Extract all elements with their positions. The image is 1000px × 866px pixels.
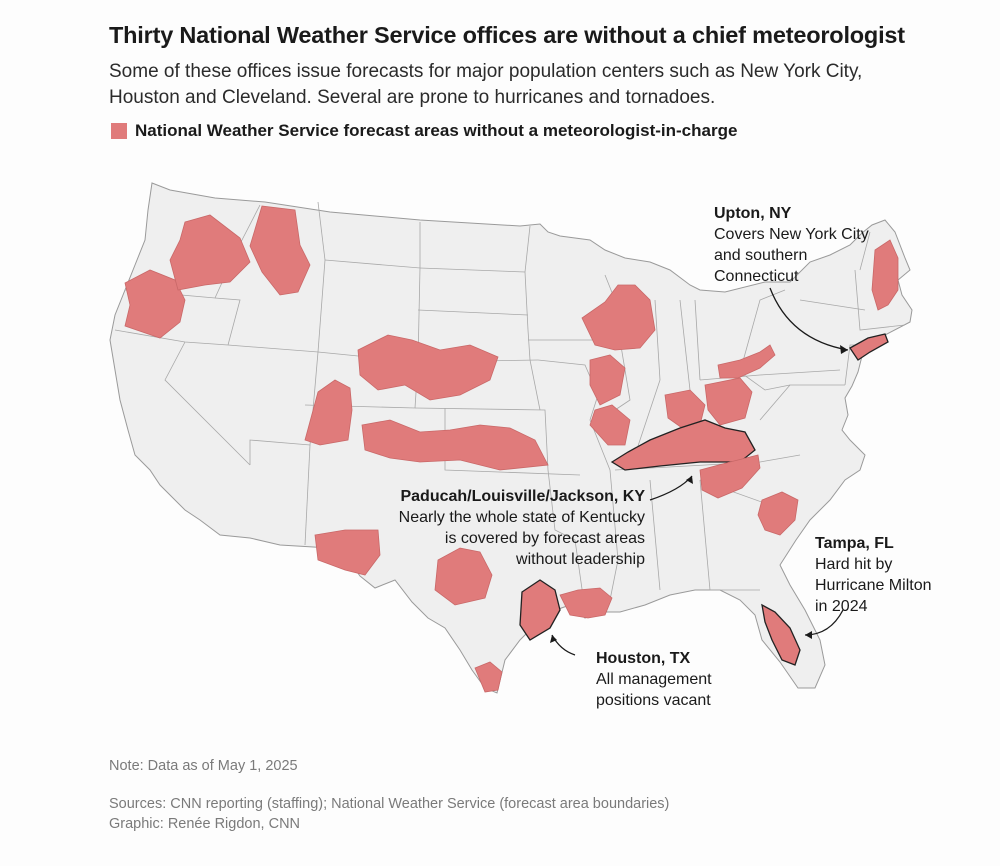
area-ohio <box>704 377 753 426</box>
area-lake-charles <box>559 587 613 619</box>
area-new-mexico <box>314 529 381 576</box>
annotation-kentucky-line: is covered by forecast areas <box>444 530 645 547</box>
annotation-kentucky-line: without leadership <box>516 551 645 568</box>
legend-label: National Weather Service forecast areas … <box>135 121 738 140</box>
sources-block: Sources: CNN reporting (staffing); Natio… <box>109 794 809 834</box>
annotation-houston: Houston, TX All management positions vac… <box>596 648 712 711</box>
area-iowa-il <box>589 354 626 406</box>
legend-swatch <box>111 123 127 139</box>
annotation-tampa-head: Tampa, FL <box>815 535 894 552</box>
data-note: Note: Data as of May 1, 2025 <box>109 758 298 774</box>
chart-title: Thirty National Weather Service offices … <box>109 22 905 48</box>
area-houston <box>519 579 561 641</box>
area-tn-nc <box>699 454 761 499</box>
area-spokane-mt <box>249 205 311 296</box>
us-map <box>109 182 913 694</box>
annotation-tampa-line: Hard hit by <box>815 556 893 573</box>
area-kansas <box>361 419 549 471</box>
area-upton-ny <box>849 333 889 361</box>
area-kentucky <box>610 419 756 471</box>
sources-text: Sources: CNN reporting (staffing); Natio… <box>109 796 670 812</box>
area-wyoming-co <box>357 334 499 401</box>
area-san-angelo <box>434 547 493 606</box>
legend: National Weather Service forecast areas … <box>111 121 737 141</box>
area-utah <box>304 379 353 446</box>
area-south-carolina <box>757 491 799 536</box>
annotation-upton-line: Covers New York City <box>714 226 869 243</box>
annotation-houston-head: Houston, TX <box>596 650 691 667</box>
annotation-upton-line: Connecticut <box>714 268 799 285</box>
annotation-kentucky: Paducah/Louisville/Jackson, KY Nearly th… <box>399 486 645 570</box>
annotation-tampa-line: Hurricane Milton <box>815 577 932 594</box>
annotation-kentucky-line: Nearly the whole state of Kentucky <box>398 509 645 526</box>
area-portland-or <box>124 269 186 339</box>
area-pendleton-or <box>169 214 251 291</box>
area-brownsville <box>474 661 503 693</box>
chart-subtitle: Some of these offices issue forecasts fo… <box>109 61 863 108</box>
annotation-tampa: Tampa, FL Hard hit by Hurricane Milton i… <box>815 533 931 617</box>
annotation-upton: Upton, NY Covers New York City and south… <box>714 203 869 287</box>
annotation-tampa-line: in 2024 <box>815 598 868 615</box>
annotation-kentucky-head: Paducah/Louisville/Jackson, KY <box>400 488 645 505</box>
area-tampa <box>761 603 801 666</box>
annotation-upton-head: Upton, NY <box>714 205 792 222</box>
annotation-houston-line: All management <box>596 671 712 688</box>
area-wisconsin <box>581 284 656 351</box>
highlighted-areas <box>124 205 899 693</box>
area-new-england <box>871 239 899 311</box>
credit-text: Graphic: Renée Rigdon, CNN <box>109 816 301 832</box>
area-cleveland <box>717 344 776 379</box>
area-illinois-sw <box>589 404 631 446</box>
annotation-upton-line: and southern <box>714 247 808 264</box>
annotation-houston-line: positions vacant <box>596 692 711 709</box>
arrow-heads <box>550 345 848 643</box>
